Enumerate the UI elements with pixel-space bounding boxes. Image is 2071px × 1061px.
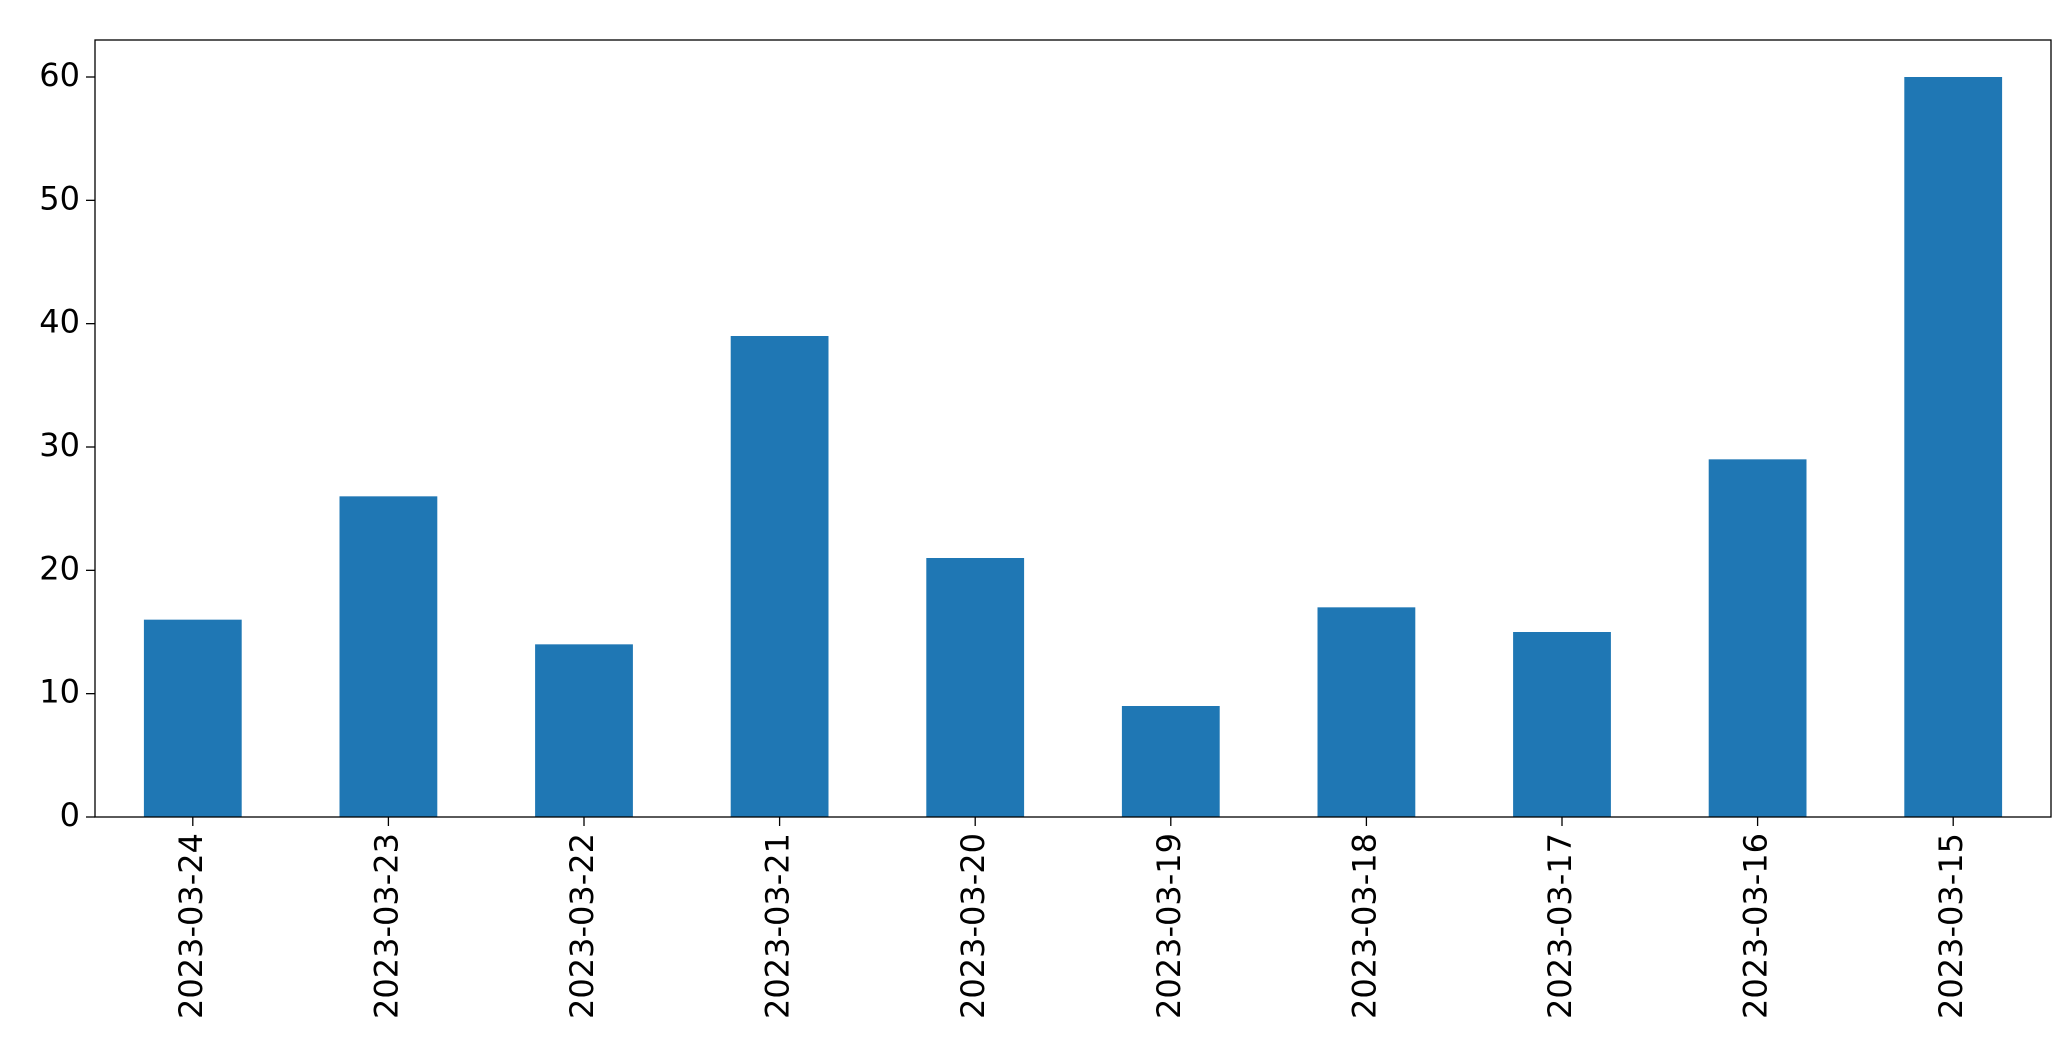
x-tick-label: 2023-03-15 (1932, 833, 1970, 1019)
y-tick-label: 20 (39, 549, 80, 587)
bar (1317, 607, 1416, 817)
bar (1121, 706, 1220, 817)
bar (1904, 77, 2003, 817)
y-tick-label: 40 (39, 303, 80, 341)
bar (1708, 459, 1807, 817)
x-tick-label: 2023-03-17 (1541, 833, 1579, 1019)
bar (926, 558, 1025, 817)
x-tick-label: 2023-03-24 (172, 833, 210, 1019)
x-tick-label: 2023-03-21 (759, 833, 797, 1019)
bar (339, 496, 438, 817)
plot-frame (94, 39, 2052, 818)
x-tick-label: 2023-03-18 (1345, 833, 1383, 1019)
bar (143, 619, 242, 817)
x-tick-label: 2023-03-16 (1737, 833, 1775, 1019)
x-tick-label: 2023-03-19 (1150, 833, 1188, 1019)
bar (1513, 632, 1611, 817)
x-tick-label: 2023-03-22 (563, 833, 601, 1019)
y-tick-label: 60 (39, 56, 80, 94)
y-tick-label: 10 (39, 673, 80, 711)
bar (535, 644, 633, 817)
y-tick-label: 50 (39, 179, 80, 217)
x-tick-label: 2023-03-20 (954, 833, 992, 1019)
y-tick-label: 30 (39, 426, 80, 464)
x-tick-label: 2023-03-23 (367, 833, 405, 1019)
y-tick-label: 0 (60, 796, 80, 834)
bar (730, 336, 829, 817)
